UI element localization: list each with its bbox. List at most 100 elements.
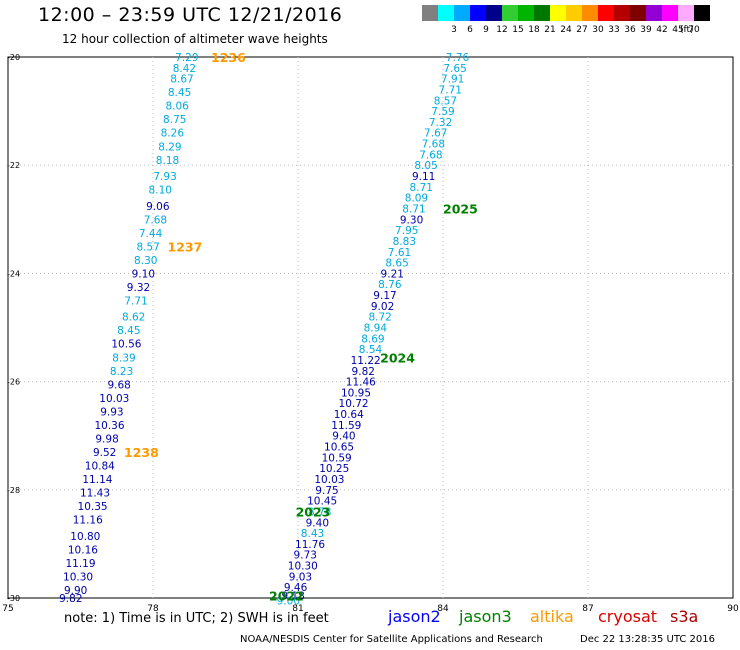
x-tick-label: 87 xyxy=(582,604,593,614)
wave-height-point: 9.52 xyxy=(93,447,116,459)
wave-height-point: 8.39 xyxy=(112,352,135,364)
chart-title: 12:00 – 23:59 UTC 12/21/2016 xyxy=(38,4,343,26)
scale-label: 42 xyxy=(656,25,668,35)
scale-swatch xyxy=(486,5,502,21)
y-tick-label: -30 xyxy=(7,594,20,603)
scale-label: 9 xyxy=(483,25,489,35)
scale-label: 33 xyxy=(608,25,620,35)
wave-height-point: 10.25 xyxy=(319,463,349,475)
wave-height-point: 8.45 xyxy=(168,87,191,99)
pass-number-label: 1237 xyxy=(168,239,203,254)
x-tick-label: 90 xyxy=(727,604,739,614)
wave-height-point: 10.30 xyxy=(288,561,318,573)
wave-height-point: 8.05 xyxy=(414,160,437,172)
wave-height-point: 8.78 xyxy=(308,506,331,518)
wave-height-point: 7.93 xyxy=(153,171,176,183)
wave-height-point: 7.76 xyxy=(446,52,470,64)
wave-height-point: 8.71 xyxy=(402,203,425,215)
scale-swatch xyxy=(470,5,486,21)
y-tick-label: -22 xyxy=(7,161,20,170)
wave-height-point: 9.68 xyxy=(107,379,130,391)
wave-height-point: 10.95 xyxy=(341,387,371,399)
wave-height-point: 10.03 xyxy=(99,393,129,405)
wave-height-point: 8.83 xyxy=(393,236,416,248)
wave-height-point: 10.03 xyxy=(314,474,344,486)
pass-number-label: 2024 xyxy=(380,350,415,365)
wave-height-point: 11.46 xyxy=(346,377,376,389)
wave-height-point: 7.65 xyxy=(443,63,466,75)
scale-swatch xyxy=(614,5,630,21)
wave-height-point: 9.30 xyxy=(400,214,423,226)
scale-unit: (ft) xyxy=(680,25,694,35)
wave-height-point: 7.44 xyxy=(139,228,163,240)
scale-swatch xyxy=(550,5,566,21)
scale-swatch xyxy=(438,5,454,21)
wave-height-point: 8.30 xyxy=(134,255,157,267)
scale-swatch xyxy=(534,5,550,21)
scale-swatch xyxy=(678,5,694,21)
wave-height-point: 9.32 xyxy=(127,282,150,294)
legend-jason2: jason2 xyxy=(388,607,441,626)
y-tick-label: -28 xyxy=(7,486,20,495)
credit-line: NOAA/NESDIS Center for Satellite Applica… xyxy=(240,634,543,645)
wave-height-point: 8.43 xyxy=(301,528,324,540)
scale-label: 15 xyxy=(512,25,524,35)
wave-height-point: 11.19 xyxy=(65,558,95,570)
scale-swatch xyxy=(630,5,646,21)
wave-height-point: 11.59 xyxy=(331,420,361,432)
legend-cryosat: cryosat xyxy=(598,607,658,626)
y-tick-label: -20 xyxy=(7,53,20,62)
wave-height-point: 11.14 xyxy=(82,474,112,486)
wave-height-point: 11.76 xyxy=(295,539,325,551)
wave-height-point: 9.75 xyxy=(315,485,338,497)
wave-height-point: 9.40 xyxy=(332,431,355,443)
wave-height-point: 8.42 xyxy=(173,63,196,75)
wave-height-point: 10.56 xyxy=(111,339,141,351)
wave-height-point: 9.18 xyxy=(281,590,304,602)
pass-number-label: 1238 xyxy=(124,445,159,460)
wave-height-point: 9.17 xyxy=(373,290,396,302)
wave-height-point: 8.10 xyxy=(149,185,172,197)
wave-height-point: 9.21 xyxy=(381,268,404,280)
wave-height-point: 7.67 xyxy=(424,128,447,140)
wave-height-point: 9.82 xyxy=(352,366,375,378)
wave-height-point: 8.71 xyxy=(410,182,433,194)
scale-label: 27 xyxy=(576,25,588,35)
wave-height-point: 9.93 xyxy=(100,406,123,418)
scale-label: 12 xyxy=(496,25,508,35)
scale-swatch xyxy=(694,5,710,21)
wave-height-point: 9.98 xyxy=(95,433,118,445)
wave-height-point: 7.32 xyxy=(429,117,452,129)
wave-height-point: 8.62 xyxy=(122,312,145,324)
wave-height-point: 9.03 xyxy=(289,571,312,583)
y-tick-label: -26 xyxy=(7,378,20,387)
wave-height-point: 8.76 xyxy=(378,279,402,291)
wave-height-point: 7.71 xyxy=(439,84,462,96)
wave-height-point: 7.68 xyxy=(422,139,445,151)
scale-swatch xyxy=(454,5,470,21)
wave-height-point: 8.18 xyxy=(156,155,179,167)
wave-height-point: 7.71 xyxy=(124,295,147,307)
wave-height-point: 10.16 xyxy=(68,544,98,556)
scale-label: 3 xyxy=(451,25,457,35)
wave-height-point: 8.65 xyxy=(385,258,408,270)
wave-height-point: 9.40 xyxy=(306,517,329,529)
scale-swatch xyxy=(518,5,534,21)
scale-label: 21 xyxy=(544,25,556,35)
x-tick-label: 75 xyxy=(2,604,13,614)
wave-height-point: 9.10 xyxy=(132,268,155,280)
wave-height-point: 9.73 xyxy=(294,550,317,562)
wave-height-point: 11.43 xyxy=(80,488,110,500)
wave-height-point: 10.45 xyxy=(307,496,337,508)
generation-timestamp: Dec 22 13:28:35 UTC 2016 xyxy=(580,634,715,645)
wave-height-point: 7.29 xyxy=(175,52,198,64)
wave-height-point: 8.29 xyxy=(158,141,181,153)
wave-height-point: 9.06 xyxy=(146,201,170,213)
legend-s3a: s3a xyxy=(670,607,699,626)
wave-height-point: 10.30 xyxy=(63,571,93,583)
wave-height-point: 9.11 xyxy=(412,171,435,183)
pass-number-label: 2023 xyxy=(296,504,331,519)
wave-height-point: 8.45 xyxy=(117,325,140,337)
